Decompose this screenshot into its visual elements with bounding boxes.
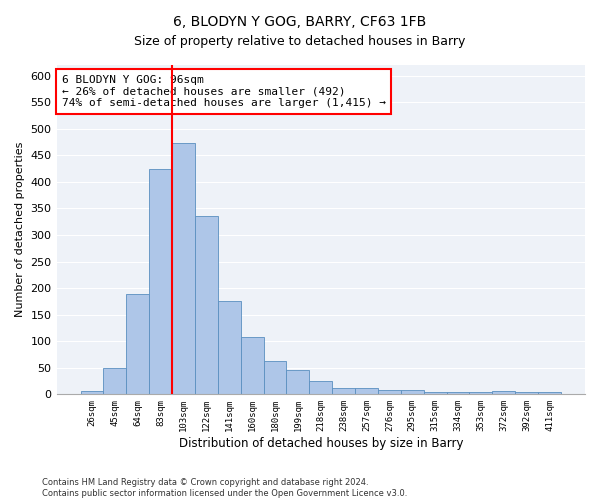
Bar: [195, 216, 218, 394]
Y-axis label: Number of detached properties: Number of detached properties: [15, 142, 25, 318]
Bar: [172, 142, 195, 394]
Bar: [469, 392, 493, 394]
Bar: [538, 392, 561, 394]
Bar: [355, 388, 378, 394]
Bar: [310, 381, 332, 394]
Bar: [401, 390, 424, 394]
Bar: [332, 388, 355, 394]
Bar: [446, 392, 469, 394]
Text: Size of property relative to detached houses in Barry: Size of property relative to detached ho…: [134, 35, 466, 48]
Bar: [286, 370, 310, 394]
Bar: [424, 392, 446, 394]
Bar: [493, 391, 515, 394]
Bar: [127, 294, 149, 394]
Bar: [515, 392, 538, 394]
Bar: [241, 338, 263, 394]
Bar: [80, 391, 103, 394]
Bar: [378, 390, 401, 394]
Bar: [149, 168, 172, 394]
Text: Contains HM Land Registry data © Crown copyright and database right 2024.
Contai: Contains HM Land Registry data © Crown c…: [42, 478, 407, 498]
Text: 6, BLODYN Y GOG, BARRY, CF63 1FB: 6, BLODYN Y GOG, BARRY, CF63 1FB: [173, 15, 427, 29]
Text: 6 BLODYN Y GOG: 96sqm
← 26% of detached houses are smaller (492)
74% of semi-det: 6 BLODYN Y GOG: 96sqm ← 26% of detached …: [62, 75, 386, 108]
Bar: [218, 302, 241, 394]
Bar: [103, 368, 127, 394]
Bar: [263, 362, 286, 394]
X-axis label: Distribution of detached houses by size in Barry: Distribution of detached houses by size …: [179, 437, 463, 450]
